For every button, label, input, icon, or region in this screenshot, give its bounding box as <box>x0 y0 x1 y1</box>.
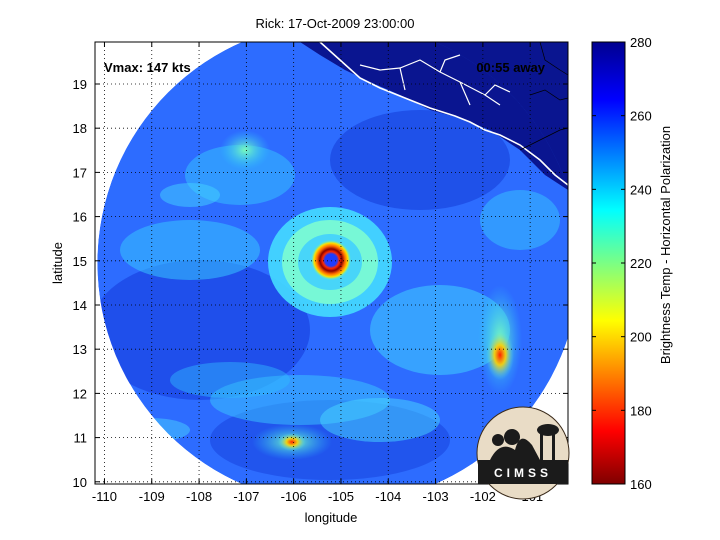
y-tick-label: 13 <box>73 342 87 357</box>
y-tick-label: 18 <box>73 121 87 136</box>
colorbar-tick-label: 220 <box>630 256 652 271</box>
x-tick-label: -106 <box>281 489 307 504</box>
chart-title: Rick: 17-Oct-2009 23:00:00 <box>256 16 415 31</box>
colorbar-tick-label: 240 <box>630 182 652 197</box>
time-away-label: 00:55 away <box>476 60 545 75</box>
y-tick-label: 10 <box>73 475 87 490</box>
cimss-logo-text: CIMSS <box>494 466 552 480</box>
x-tick-label: -107 <box>233 489 259 504</box>
colorbar-tick-label: 280 <box>630 35 652 50</box>
y-tick-label: 19 <box>73 77 87 92</box>
coastline <box>319 42 568 186</box>
x-axis-label: longitude <box>305 510 358 525</box>
x-tick-label: -109 <box>139 489 165 504</box>
land-borders <box>359 54 511 106</box>
y-tick-label: 17 <box>73 165 87 180</box>
y-tick-label: 11 <box>74 431 88 446</box>
x-tick-label: -108 <box>186 489 212 504</box>
colorbar-tick-label: 160 <box>630 477 652 492</box>
outer-borders <box>519 42 568 151</box>
y-tick-label: 15 <box>73 254 87 269</box>
x-tick-label: -110 <box>92 489 117 504</box>
colorbar-tick-label: 260 <box>630 109 652 124</box>
cimss-logo: CIMSS <box>476 406 570 500</box>
y-tick-label: 12 <box>73 386 87 401</box>
x-tick-label: -104 <box>375 489 401 504</box>
x-tick-label: -103 <box>423 489 449 504</box>
vmax-label: Vmax: 147 kts <box>104 60 191 75</box>
colorbar-label: Brightness Temp - Horizontal Polarizatio… <box>658 126 673 364</box>
brightness-temp-swath <box>97 42 568 484</box>
x-tick-label: -102 <box>470 489 496 504</box>
colorbar-tick-label: 180 <box>630 403 652 418</box>
y-axis-ticks: 10 11 12 13 14 15 16 17 18 19 <box>73 77 568 490</box>
colorbar <box>591 41 626 485</box>
x-tick-label: -105 <box>328 489 354 504</box>
colorbar-tick-label: 200 <box>630 330 652 345</box>
y-tick-label: 14 <box>73 298 87 313</box>
colorbar-ticks: 160 180 200 220 240 260 280 <box>592 35 652 492</box>
grid <box>95 42 568 484</box>
y-tick-label: 16 <box>73 210 87 225</box>
axes-frame <box>94 41 569 485</box>
y-axis-label: latitude <box>50 242 65 284</box>
